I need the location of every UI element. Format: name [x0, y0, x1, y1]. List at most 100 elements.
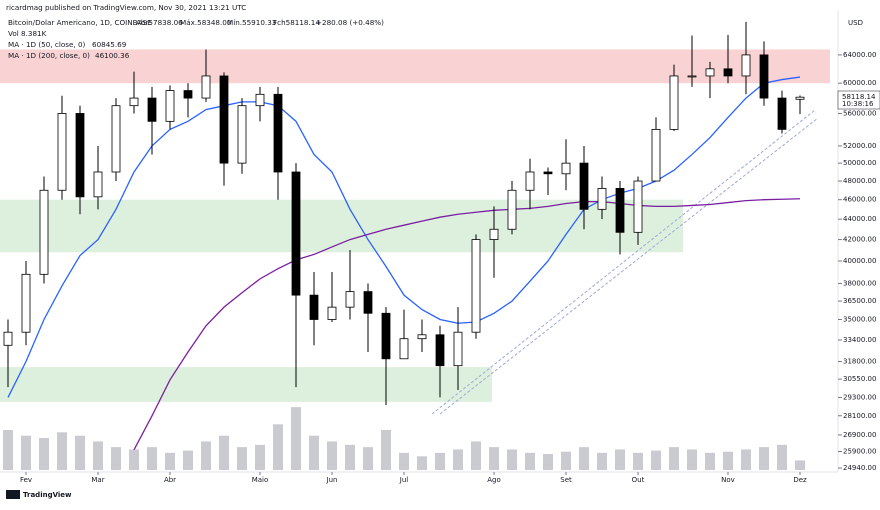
ma-line: [133, 198, 801, 451]
y-tick-label: 24940.00: [843, 464, 876, 472]
volume-bar: [723, 451, 733, 470]
y-tick-label: 42000.00: [843, 236, 876, 244]
candle-body: [111, 105, 121, 173]
x-tick-label: Abr: [164, 476, 176, 484]
price-tag: 58118.14: [842, 93, 876, 101]
candle-body: [327, 306, 337, 320]
volume-bar: [111, 447, 121, 470]
y-tick-label: 33400.00: [843, 336, 876, 344]
y-tick-label: 35000.00: [843, 316, 876, 324]
candle-body: [183, 90, 193, 99]
x-tick-label: Mar: [91, 476, 104, 484]
ohlc-change: +280.08 (+0.48%): [316, 18, 384, 27]
y-tick-label: 38000.00: [843, 279, 876, 287]
y-tick-label: 48000.00: [843, 177, 876, 185]
candle-body: [795, 96, 805, 100]
candle-body: [417, 334, 427, 340]
x-tick-label: Dez: [793, 476, 807, 484]
ma200-value: 46100.36: [95, 51, 130, 60]
volume-bar: [615, 449, 625, 470]
volume-bar: [471, 441, 481, 470]
y-tick-label: 31800.00: [843, 358, 876, 366]
ma50-value: 60845.69: [92, 40, 127, 49]
volume-bar: [237, 447, 247, 470]
candle-body: [471, 239, 481, 333]
volume-bar: [561, 451, 571, 470]
x-tick-label: Nov: [721, 476, 735, 484]
volume-bar: [255, 444, 265, 470]
candle-body: [525, 171, 535, 191]
candle-body: [741, 54, 751, 77]
currency: USD: [848, 19, 863, 27]
logo: TradingView: [23, 491, 72, 499]
candle-body: [579, 162, 589, 210]
candle-body: [687, 75, 697, 78]
x-tick-label: Jul: [399, 476, 409, 484]
volume-bar: [543, 454, 553, 470]
countdown: 10:38:16: [842, 100, 874, 108]
volume-bar: [579, 447, 589, 470]
y-tick-label: 52000.00: [843, 142, 876, 150]
candle-body: [93, 171, 103, 198]
volume-bar: [525, 452, 535, 470]
candle-body: [201, 75, 211, 99]
trendline: [431, 109, 816, 415]
candle-body: [363, 291, 373, 314]
candle-body: [453, 331, 463, 367]
volume-bar: [489, 447, 499, 470]
publisher: ricardmag published on TradingView.com, …: [6, 3, 246, 12]
logo-icon: [6, 490, 20, 499]
x-tick-label: Out: [632, 476, 645, 484]
ohlc-open: Abr57838.06: [136, 18, 183, 27]
candle-body: [21, 273, 31, 333]
volume-bar: [435, 452, 445, 470]
ma-line: [7, 76, 801, 398]
volume-bar: [705, 452, 715, 470]
volume-bar: [633, 452, 643, 470]
volume-bar: [165, 452, 175, 470]
candle-body: [489, 228, 499, 240]
y-tick-label: 28100.00: [843, 412, 876, 420]
y-tick-label: 56000.00: [843, 109, 876, 117]
candle-body: [777, 97, 787, 130]
volume-bar: [75, 435, 85, 470]
candle-body: [3, 331, 13, 346]
x-tick-label: Fev: [20, 476, 32, 484]
candle-body: [237, 105, 247, 164]
symbol: Bitcoin/Dolar Americano, 1D, COINBASE: [8, 18, 152, 27]
volume-bar: [777, 444, 787, 470]
candle-body: [759, 54, 769, 99]
x-tick-label: Maio: [252, 476, 269, 484]
candle-body: [543, 171, 553, 175]
volume-bar: [201, 441, 211, 470]
volume-bar: [273, 424, 283, 470]
candle-body: [435, 334, 445, 367]
volume-bar: [597, 452, 607, 470]
volume-bar: [309, 435, 319, 470]
volume-bar: [381, 430, 391, 470]
x-tick-label: Jun: [326, 476, 338, 484]
volume-bar: [183, 450, 193, 470]
ma200-label: MA · 1D (200, close, 0): [8, 51, 90, 60]
trendline: [439, 117, 819, 415]
y-tick-label: 29300.00: [843, 393, 876, 401]
volume-bar: [651, 450, 661, 470]
ohlc-high: Máx.58348.00: [180, 18, 232, 27]
candle-body: [651, 128, 661, 182]
ohlc-close: Fch58118.14: [273, 18, 320, 27]
y-tick-label: 30550.00: [843, 375, 876, 383]
candle-body: [219, 75, 229, 164]
candle-body: [399, 338, 409, 360]
candle-body: [723, 68, 733, 77]
candle-body: [561, 162, 571, 175]
candle-body: [165, 90, 175, 122]
x-tick-label: Set: [560, 476, 572, 484]
candle-body: [291, 171, 301, 296]
volume-bar: [39, 438, 49, 470]
y-tick-label: 40000.00: [843, 257, 876, 265]
volume-bar: [453, 449, 463, 470]
candle-body: [507, 189, 517, 230]
y-tick-label: 64000.00: [843, 51, 876, 59]
